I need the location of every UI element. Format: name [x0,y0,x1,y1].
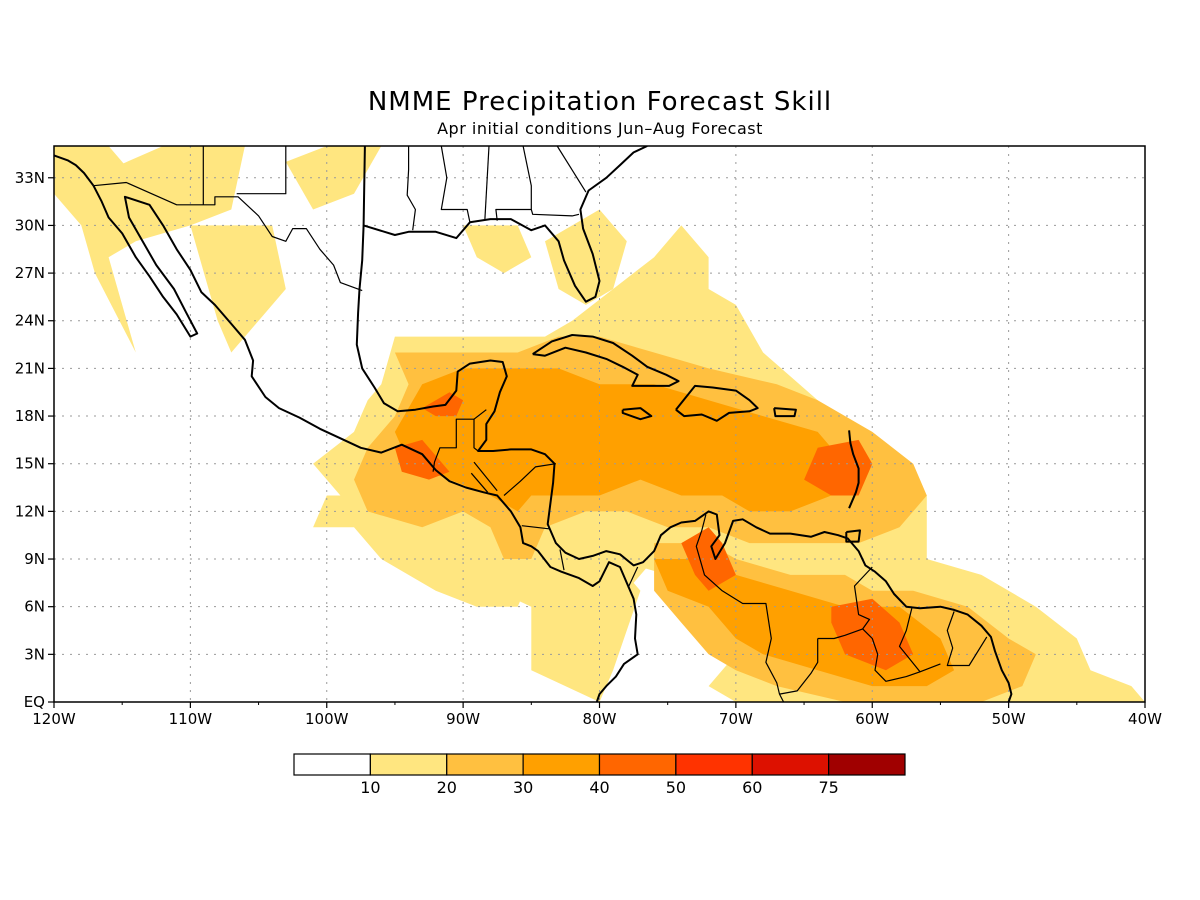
border-5 [503,463,556,496]
colorbar-swatch-7 [828,753,906,776]
colorbar-label-4: 50 [666,778,686,797]
colorbar-label-1: 20 [437,778,457,797]
border-0 [93,181,363,292]
contour-30-40-region-0 [394,368,845,512]
border-8 [627,566,639,588]
y-tick-label-9: 27N [15,264,45,282]
x-tick-label-3: 90W [446,710,480,728]
y-tick-label-11: 33N [15,169,45,187]
contour-10-20-region-1 [54,146,245,353]
coastline-6 [773,407,797,418]
colorbar-swatch-4 [598,753,677,776]
x-tick-label-5: 70W [719,710,753,728]
border-7 [559,549,565,571]
chart-subtitle: Apr initial conditions Jun–Aug Forecast [437,119,763,138]
contour-40-50-region-2 [804,439,873,496]
colorbar-label-2: 30 [513,778,533,797]
border-6 [521,525,550,530]
colorbar-label-5: 60 [742,778,762,797]
contour-10-20-region-2 [190,225,286,353]
border-22 [556,146,587,193]
coastline-3 [532,334,680,387]
gridlines [54,146,1145,702]
contour-10-20-region-4 [463,225,532,274]
coastline-8 [845,529,861,543]
y-tick-label-3: 9N [24,550,45,568]
colorbar-label-6: 75 [818,778,838,797]
coastline-0 [92,185,639,702]
coastline-5 [621,407,653,421]
chart-title: NMME Precipitation Forecast Skill [368,87,832,117]
colorbar-swatch-1 [369,753,448,776]
y-tick-label-8: 24N [15,312,45,330]
border-1 [432,418,479,472]
border-21 [530,209,580,217]
contour-40-50-region-3 [681,527,736,591]
border-11 [898,608,941,673]
border-17 [406,146,416,231]
border-9 [695,514,785,702]
contour-10-20-region-3 [285,146,382,210]
x-tick-label-0: 120W [32,710,76,728]
border-12 [946,611,988,667]
colorbar-swatch-3 [522,753,601,776]
y-tick-label-0: EQ [24,693,45,711]
border-16 [236,146,287,195]
coastline-7 [848,430,860,509]
colorbar-swatch-5 [675,753,753,776]
x-tick-label-6: 60W [855,710,889,728]
colorbar-swatch-0 [293,753,371,776]
border-2 [473,409,487,420]
border-18 [440,146,471,223]
x-tick-label-1: 110W [169,710,213,728]
y-tick-label-1: 3N [24,645,45,663]
x-tick-label-4: 80W [583,710,617,728]
border-3 [470,472,489,493]
longitude-axis: 120W 110W 100W 90W 80W 70W 60W 50W 40W [32,702,1162,728]
contour-40-50-region-0 [422,392,464,417]
colorbar-swatch-2 [446,753,524,776]
y-tick-label-5: 15N [15,455,45,473]
coastline-1 [362,146,648,303]
colorbar-label-3: 40 [589,778,609,797]
y-tick-label-4: 12N [15,502,45,520]
border-14 [779,638,819,695]
border-19 [484,146,490,220]
colorbar-swatch-6 [751,753,830,776]
latitude-axis: EQ 3N 6N 9N 12N 15N 18N 21N 24N 27N 30N 33N [15,169,54,711]
border-13 [817,628,863,640]
contour-10-20-region-5 [545,209,627,305]
map-plot-area [54,146,1145,702]
coastlines [54,146,1013,702]
x-tick-label-7: 50W [992,710,1026,728]
y-tick-label-6: 18N [15,407,45,425]
coastline-9 [54,154,95,187]
y-tick-label-7: 21N [15,359,45,377]
colorbar-label-0: 10 [360,778,380,797]
y-tick-label-10: 30N [15,216,45,234]
colorbar: 10 20 30 40 50 60 75 [293,753,906,797]
border-4 [473,461,498,492]
coastline-4 [675,384,759,422]
y-tick-label-2: 6N [24,598,45,616]
x-tick-label-8: 40W [1128,710,1162,728]
x-tick-label-2: 100W [305,710,349,728]
coastline-2 [355,225,1013,702]
border-10 [853,566,921,682]
